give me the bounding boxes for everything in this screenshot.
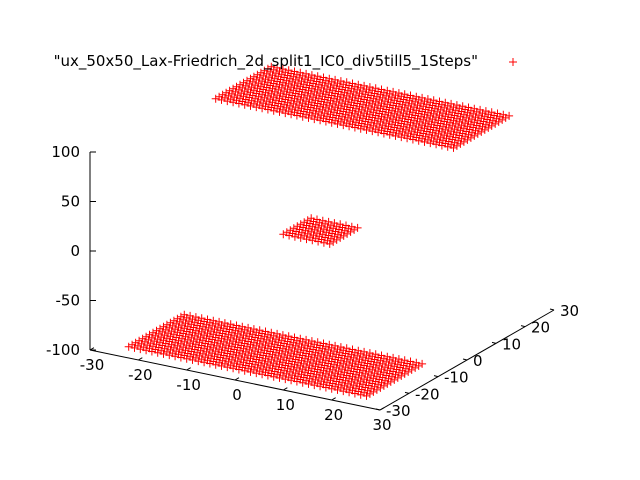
data-points <box>124 62 514 400</box>
z-tick-label: 100 <box>51 143 80 161</box>
y-tick-mark <box>433 375 439 378</box>
x-tick-label: 10 <box>276 396 295 414</box>
axes-frame <box>89 152 555 411</box>
y-tick-mark <box>520 325 526 328</box>
x-tick-mark <box>138 357 143 361</box>
x-tick-mark <box>331 397 336 401</box>
legend-marker <box>509 58 517 66</box>
x-tick-label: -30 <box>80 356 105 374</box>
x-tick-mark <box>283 387 288 391</box>
axis-ticks: -30-20-100102030-30-20-100102030100500-5… <box>46 143 579 434</box>
y-tick-mark <box>462 358 468 361</box>
x-tick-label: -10 <box>176 376 201 394</box>
y-tick-mark <box>375 408 381 411</box>
x-tick-label: -20 <box>128 366 153 384</box>
y-tick-mark <box>549 308 555 311</box>
legend-label: "ux_50x50_Lax-Friedrich_2d_split1_IC0_di… <box>54 52 478 71</box>
z-tick-label: -50 <box>56 292 81 310</box>
y-tick-label: 30 <box>560 302 579 320</box>
y-tick-label: -10 <box>444 369 469 387</box>
x-tick-label: 0 <box>232 386 242 404</box>
x-tick-label: 20 <box>324 406 343 424</box>
legend-marker-plus <box>509 58 517 66</box>
x-tick-mark <box>379 407 385 411</box>
y-tick-mark <box>491 341 497 344</box>
y-tick-mark <box>404 391 410 394</box>
y-tick-label: 0 <box>473 352 483 370</box>
y-tick-label: 10 <box>502 335 521 353</box>
y-tick-label: -30 <box>386 402 411 420</box>
y-tick-label: -20 <box>415 385 440 403</box>
x-tick-label: 30 <box>372 416 391 434</box>
x-tick-mark <box>234 377 240 381</box>
z-tick-label: 50 <box>61 193 80 211</box>
y-tick-label: 20 <box>531 319 550 337</box>
z-tick-label: -100 <box>46 341 80 359</box>
point-markers <box>124 62 514 400</box>
legend: "ux_50x50_Lax-Friedrich_2d_split1_IC0_di… <box>54 52 517 71</box>
x-tick-mark <box>186 367 191 371</box>
z-tick-label: 0 <box>70 242 80 260</box>
